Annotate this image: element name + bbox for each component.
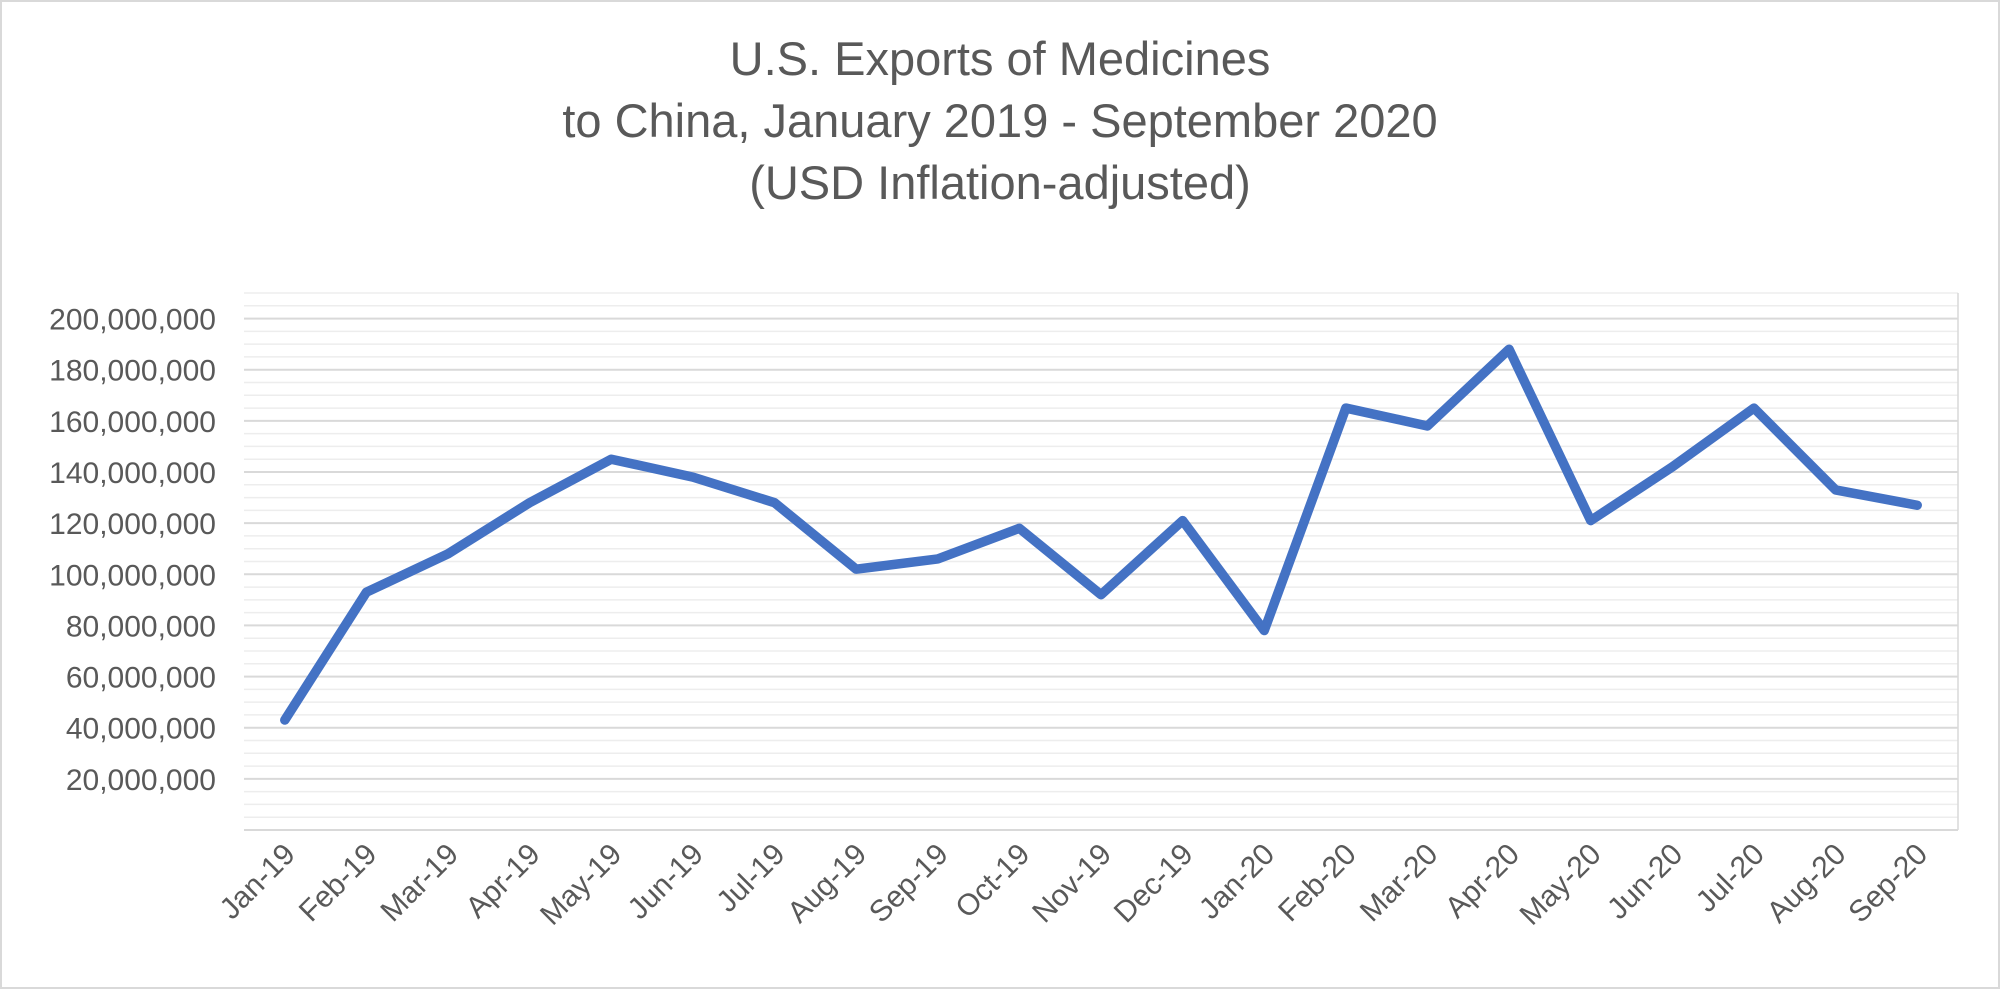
- x-tick-label: Jul-19: [710, 838, 791, 919]
- x-tick-label: Jan-19: [214, 838, 302, 926]
- chart-title-line-3: (USD Inflation-adjusted): [749, 156, 1251, 209]
- x-tick-label: Nov-19: [1026, 838, 1118, 930]
- x-tick-label: Sep-20: [1842, 838, 1934, 930]
- chart-title: U.S. Exports of Medicines to China, Janu…: [2, 28, 1998, 214]
- x-tick-label: Apr-19: [460, 838, 547, 925]
- x-tick-label: Aug-20: [1761, 838, 1853, 930]
- chart-title-line-2: to China, January 2019 - September 2020: [562, 94, 1438, 147]
- x-tick-label: Jun-20: [1601, 838, 1689, 926]
- x-tick-label: Aug-19: [781, 838, 873, 930]
- y-tick-label: 140,000,000: [49, 457, 216, 490]
- x-tick-label: Feb-20: [1272, 838, 1363, 929]
- x-tick-label: Oct-19: [949, 838, 1036, 925]
- x-tick-label: Sep-19: [863, 838, 955, 930]
- x-tick-label: Jul-20: [1690, 838, 1771, 919]
- data-series-line: [280, 344, 1922, 725]
- x-tick-label: Mar-19: [374, 838, 465, 929]
- y-tick-label: 40,000,000: [66, 713, 216, 746]
- y-tick-label: 120,000,000: [49, 508, 216, 541]
- y-tick-label: 160,000,000: [49, 406, 216, 439]
- x-tick-label: Dec-19: [1108, 838, 1200, 930]
- x-tick-label: Jan-20: [1193, 838, 1281, 926]
- x-tick-label: May-20: [1514, 838, 1608, 932]
- x-tick-label: May-19: [534, 838, 628, 932]
- x-tick-label: Mar-20: [1354, 838, 1445, 929]
- y-tick-label: 180,000,000: [49, 355, 216, 388]
- chart-title-line-1: U.S. Exports of Medicines: [729, 32, 1271, 85]
- y-tick-label: 20,000,000: [66, 764, 216, 797]
- y-tick-label: 80,000,000: [66, 610, 216, 643]
- x-tick-label: Feb-19: [293, 838, 384, 929]
- y-tick-label: 60,000,000: [66, 662, 216, 695]
- y-tick-label: 200,000,000: [49, 304, 216, 337]
- x-tick-label: Apr-20: [1439, 838, 1526, 925]
- x-tick-label: Jun-19: [622, 838, 710, 926]
- y-tick-label: 100,000,000: [49, 559, 216, 592]
